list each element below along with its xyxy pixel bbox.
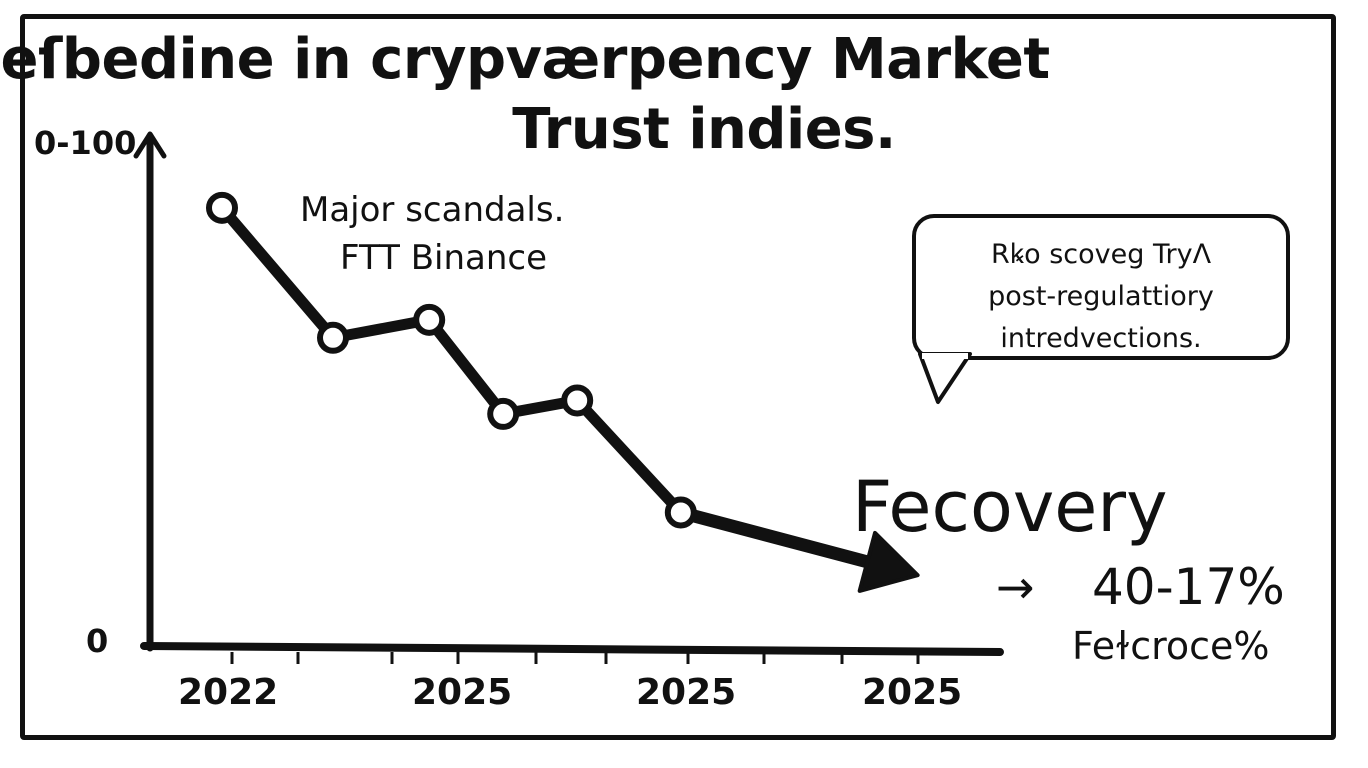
- scandals-annotation-line-2: FTT Binance: [340, 238, 548, 278]
- chart-frame: [20, 14, 1336, 740]
- scandals-annotation-line-1: Major scandals.: [300, 190, 565, 230]
- trust-index-series: [206, 191, 920, 593]
- chart-title-line-1: Beſbedine in crypværpency Market: [0, 27, 1050, 92]
- recovery-value: 40-17%: [1092, 558, 1285, 616]
- x-tick-label-2: 2025: [412, 672, 513, 713]
- speech-bubble-tail: [918, 352, 972, 404]
- trend-arrow-shaft: [674, 505, 874, 569]
- series-line: [216, 202, 687, 518]
- data-point-4: [487, 397, 520, 430]
- data-point-2: [317, 321, 349, 354]
- x-tick-label-4: 2025: [862, 672, 963, 713]
- data-point-1: [206, 191, 238, 224]
- y-tick-label-top: 0-100: [34, 124, 137, 162]
- x-tick-label-1: 2022: [178, 672, 279, 713]
- bubble-text-line-2: post-regulattiory: [988, 281, 1214, 312]
- bubble-text-line-1: Rꝃo scoveg TryΛ: [990, 239, 1212, 270]
- speech-bubble: Rꝃo scoveg TryΛ post-regulattiory intred…: [912, 214, 1290, 360]
- y-axis-arrowhead: [133, 131, 167, 159]
- x-axis: [140, 642, 1004, 656]
- chart-axes: [133, 131, 1004, 664]
- x-tick-label-3: 2025: [636, 672, 737, 713]
- data-point-3: [413, 303, 446, 336]
- recovery-arrow-icon: →: [996, 560, 1035, 614]
- bubble-text-line-3: intredvections.: [1000, 323, 1202, 354]
- chart-title-line-2: Trust indies.: [512, 97, 896, 162]
- trend-arrowhead: [857, 530, 920, 593]
- data-point-6: [664, 496, 697, 529]
- recovery-label: Fecovery: [852, 466, 1168, 548]
- data-point-5: [561, 384, 594, 417]
- recovery-sublabel: Feɫcroce%: [1072, 624, 1270, 668]
- y-tick-label-zero: 0: [86, 622, 109, 660]
